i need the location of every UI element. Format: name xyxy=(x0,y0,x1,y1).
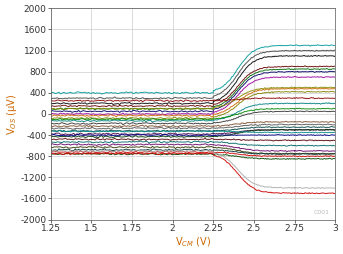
Text: C001: C001 xyxy=(314,210,330,215)
Y-axis label: V$_{OS}$ (μV): V$_{OS}$ (μV) xyxy=(5,93,19,135)
X-axis label: V$_{CM}$ (V): V$_{CM}$ (V) xyxy=(175,235,211,249)
